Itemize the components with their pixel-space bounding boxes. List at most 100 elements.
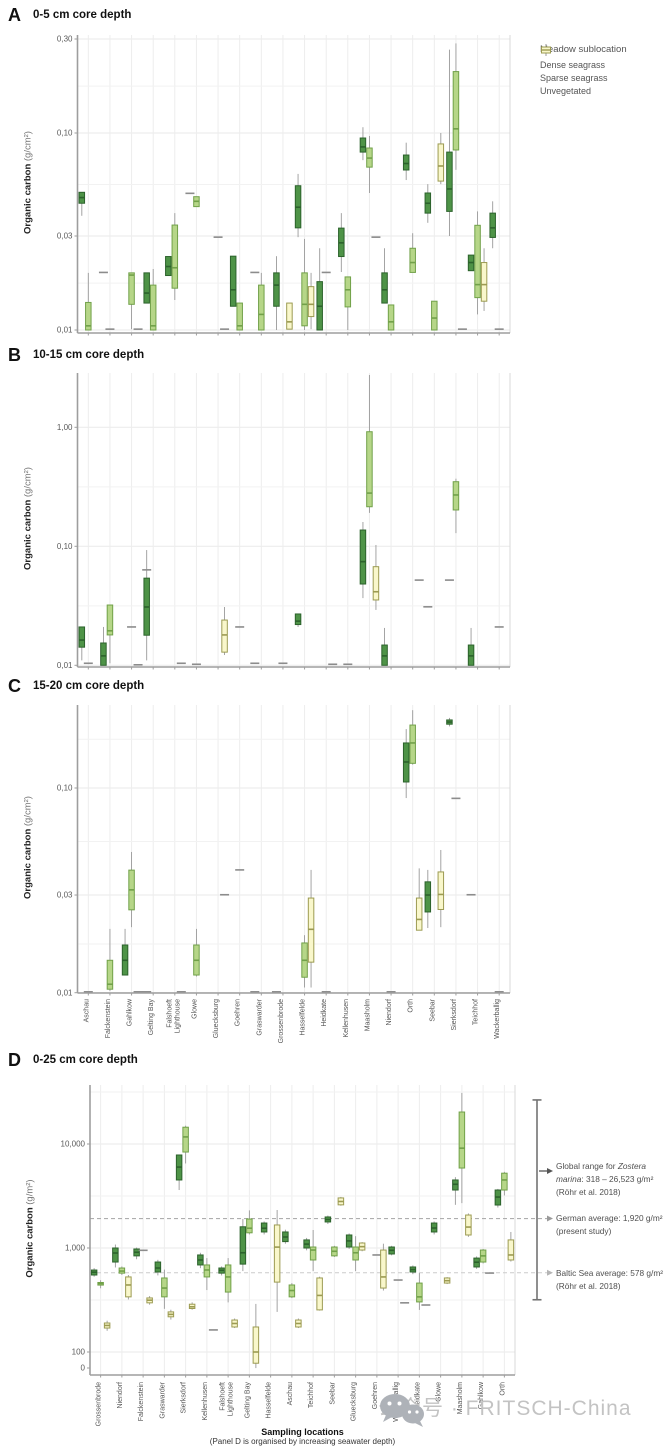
boxplot-box — [154, 1261, 162, 1273]
xaxis-title-d-main: Sampling locations — [261, 1427, 344, 1437]
boxplot-box — [286, 302, 293, 330]
boxplot-box — [239, 1226, 247, 1265]
x-category-label: Glowe — [436, 1382, 443, 1402]
panel-a-title: A 0-5 cm core depth — [8, 6, 131, 24]
panel-b-title: B 10-15 cm core depth — [8, 346, 144, 364]
boxplot-box — [424, 881, 432, 913]
x-category-label: Glowe — [191, 999, 198, 1019]
boxplot-box — [106, 959, 114, 990]
x-category-label: Teichhof — [473, 999, 480, 1025]
legend-title: Meadow sublocation — [540, 44, 627, 55]
boxplot-box — [203, 1264, 211, 1278]
panel-c-plot: 0,10 0,03 0,01 Aschau Falckenstein Gahlkow Gel… — [57, 705, 511, 1043]
boxplot-box — [258, 284, 265, 331]
boxplot-box — [171, 224, 179, 289]
legend-swatch-icon — [541, 44, 551, 56]
legend-item-label: Sparse seagrass — [540, 73, 608, 83]
boxplot-box — [409, 247, 416, 273]
global-range-arrow-icon — [547, 1168, 553, 1174]
boxplot-box — [437, 871, 445, 910]
x-category-label: Teichhof — [308, 1382, 315, 1408]
panel-c-letter: C — [8, 676, 21, 696]
boxplot-box — [252, 1326, 260, 1364]
panel-c-title-text: 15-20 cm core depth — [33, 680, 145, 692]
panel-a-title-text: 0-5 cm core depth — [33, 9, 132, 21]
x-category-label: Niendorf — [386, 999, 393, 1026]
legend-item-label: Unvegetated — [540, 86, 592, 96]
boxplot-box — [372, 566, 380, 601]
y-axis-label-d: Organic carbon (g/m²) — [25, 1079, 36, 1379]
boxplot-box — [359, 529, 367, 585]
y-tick-label: 0,30 — [57, 35, 73, 44]
german-average-arrow-icon — [547, 1215, 553, 1222]
global-range-species: Zostera marina — [556, 1161, 646, 1184]
legend-item-sparse-seagrass: Sparse seagrass — [540, 44, 666, 83]
boxplot-box — [474, 224, 481, 299]
german-average-line1: German average: 1,920 g/m² — [556, 1213, 663, 1223]
xaxis-title-d-subtitle: (Panel D is organised by increasing seaw… — [209, 1437, 396, 1446]
x-category-label: Goehren — [372, 1382, 379, 1409]
y-axis-label-a-main: Organic carbon — [22, 163, 34, 234]
y-axis-label-c-unit: (g/cm²) — [22, 796, 34, 827]
boxplot-box — [380, 1249, 387, 1289]
boxplot-box — [143, 272, 150, 304]
legend-item-unvegetated: Unvegetated — [540, 44, 666, 96]
x-category-label: Hasselfelde — [266, 1382, 273, 1419]
x-category-label: Gluecksburg — [213, 999, 220, 1038]
y-tick-label: 0,01 — [57, 326, 73, 335]
x-category-label: Falckenstein — [105, 999, 112, 1038]
boxplot-box — [344, 276, 352, 308]
boxplot-box — [381, 272, 388, 304]
legend-item-dense-seagrass: Dense seagrass — [540, 44, 666, 70]
baltic-average-arrow-icon — [547, 1269, 553, 1276]
y-axis-label-d-unit: (g/m²) — [24, 1179, 36, 1205]
y-tick-label: 0,10 — [57, 784, 73, 793]
x-category-label: Graswarder — [256, 998, 263, 1035]
boxplot-box — [359, 137, 367, 153]
boxplot-box — [221, 619, 228, 653]
panel-d-title: D 0-25 cm core depth — [8, 1051, 138, 1069]
panel-a-plot: 0,30 0,10 0,03 0,01 — [57, 35, 511, 336]
panel-d-letter: D — [8, 1050, 21, 1070]
watermark: 公众号 · FRITSCH-China — [378, 1392, 632, 1427]
x-category-label: Orth — [408, 999, 415, 1013]
boxplot-box — [446, 151, 453, 212]
y-tick-label: 10,000 — [61, 1140, 86, 1149]
y-axis-label-d-main: Organic carbon — [24, 1207, 36, 1278]
x-category-label: Wackerballig — [494, 999, 501, 1039]
x-category-label: Gahlkow — [127, 998, 134, 1026]
baltic-average-line1: Baltic Sea average: 578 g/m² — [556, 1268, 663, 1278]
panel-c-title: C 15-20 cm core depth — [8, 677, 144, 695]
boxplot-box — [294, 613, 302, 626]
panel-a-letter: A — [8, 5, 21, 25]
x-category-label: Graswarder — [159, 1381, 166, 1418]
x-category-label: Aschau — [287, 1382, 294, 1405]
boxplot-box — [309, 1246, 317, 1261]
y-tick-label: 0 — [81, 1364, 86, 1373]
x-category-label: Gelting Bay — [244, 1382, 251, 1419]
boxplot-box — [78, 626, 86, 648]
boxplot-box — [480, 262, 488, 302]
boxplot-box — [501, 1172, 508, 1191]
y-tick-label: 1,00 — [57, 423, 73, 432]
boxplot-box — [125, 1276, 132, 1298]
boxplot-box — [128, 272, 135, 305]
boxplot-box — [301, 272, 308, 327]
boxplot-box — [402, 154, 410, 171]
boxplot-box — [415, 897, 423, 931]
boxplot-box — [229, 255, 237, 307]
boxplot-box — [273, 1224, 281, 1283]
x-category-label: Gelting Bay — [148, 999, 155, 1036]
x-category-label: Maasholm — [364, 999, 371, 1031]
boxplot-box — [273, 272, 280, 307]
boxplot-box — [507, 1239, 515, 1261]
boxplot-box — [236, 302, 243, 331]
boxplot-box — [366, 431, 373, 508]
x-category-label: Heidkate — [414, 1382, 421, 1410]
boxplot-box — [149, 284, 157, 331]
x-category-label: Seebar — [429, 998, 436, 1021]
y-tick-label: 0,03 — [57, 232, 73, 241]
boxplot-box — [431, 300, 438, 331]
y-tick-label: 100 — [72, 1348, 86, 1357]
